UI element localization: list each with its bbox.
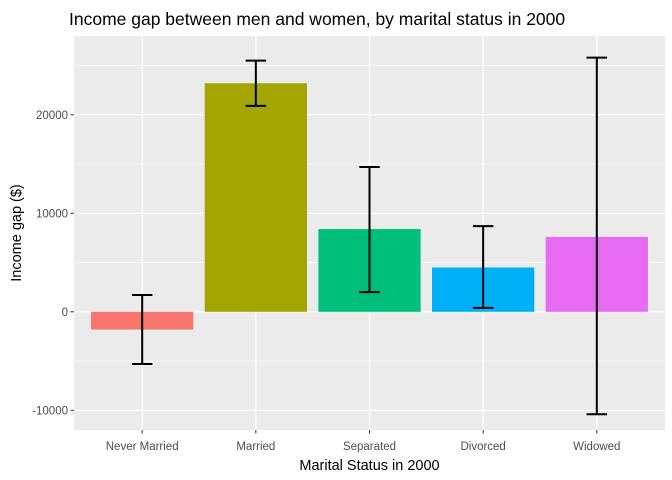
error-bars	[131, 56, 608, 416]
chart-title: Income gap between men and women, by mar…	[69, 9, 565, 29]
y-tick-label: 20000	[36, 110, 68, 122]
bar-married	[204, 83, 307, 312]
error-bar-separated	[359, 166, 380, 294]
error-bar-married	[245, 59, 267, 107]
x-axis-title: Marital Status in 2000	[299, 458, 439, 474]
x-tick-label: Divorced	[460, 441, 505, 453]
error-bar-divorced	[472, 225, 494, 309]
y-axis: -10000 0 10000 20000	[32, 110, 74, 417]
error-bar-widowed	[586, 56, 608, 416]
y-tick-label: -10000	[32, 405, 68, 417]
x-tick-label: Widowed	[573, 441, 620, 453]
x-tick-label: Married	[236, 441, 275, 453]
y-axis-title: Income gap ($)	[9, 184, 25, 282]
error-bar-never-married	[131, 294, 153, 366]
x-tick-label: Separated	[343, 441, 396, 453]
x-axis: Never Married Married Separated Divorced Wid…	[106, 430, 620, 453]
x-tick-label: Never Married	[106, 441, 179, 453]
y-tick-label: 0	[62, 307, 68, 319]
y-tick-label: 10000	[36, 208, 68, 220]
